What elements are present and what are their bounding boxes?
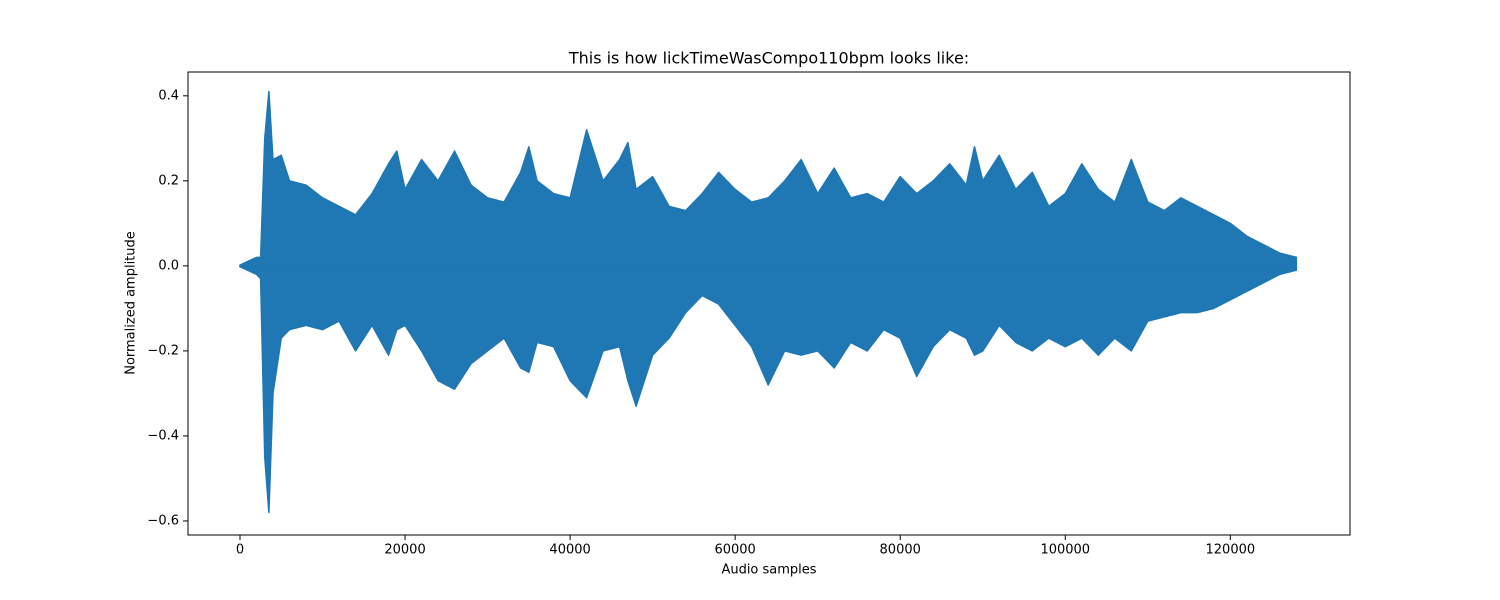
y-tick-label: 0.2 <box>158 173 179 188</box>
x-tick-label: 0 <box>236 543 244 558</box>
x-tick-label: 120000 <box>1206 543 1256 558</box>
y-axis-label: Normalized amplitude <box>124 231 139 375</box>
x-tick-label: 40000 <box>549 543 590 558</box>
y-tick-label: 0.4 <box>158 88 179 103</box>
waveform <box>239 265 1298 514</box>
x-axis-label: Audio samples <box>721 563 816 578</box>
y-tick-label: −0.4 <box>147 428 179 443</box>
y-tick-label: −0.2 <box>147 343 179 358</box>
chart-title: This is how lickTimeWasCompo110bpm looks… <box>568 49 969 68</box>
x-tick-label: 80000 <box>880 543 921 558</box>
x-tick-label: 100000 <box>1040 543 1090 558</box>
x-tick-label: 60000 <box>714 543 755 558</box>
x-tick-label: 20000 <box>384 543 425 558</box>
y-tick-label: 0.0 <box>158 258 179 273</box>
waveform <box>239 90 1298 267</box>
y-tick-label: −0.6 <box>147 513 179 528</box>
plot-frame <box>187 71 1351 536</box>
